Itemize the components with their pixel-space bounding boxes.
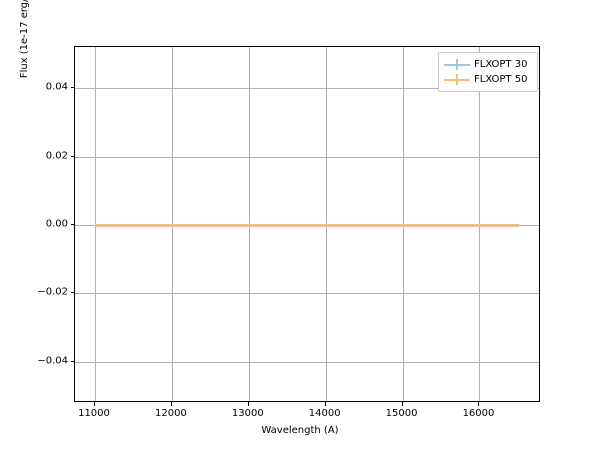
x-tick-label: 13000: [231, 408, 264, 419]
legend-item-flxopt-50[interactable]: FLXOPT 50: [444, 72, 532, 87]
y-axis-label: Flux (1e-17 erg/s/cm^2/A): [19, 0, 30, 79]
x-tick-mark: [247, 402, 249, 406]
y-tick-label: 0.04: [45, 81, 68, 93]
legend-label: FLXOPT 50: [474, 74, 528, 85]
legend-errorbar-marker-icon: [444, 73, 470, 86]
y-tick-label: 0.02: [45, 150, 68, 162]
x-tick-mark: [478, 402, 480, 406]
data-series-line: [94, 223, 519, 227]
grid-line-horizontal: [75, 88, 539, 90]
y-axis-label-wrap: Flux (1e-17 erg/s/cm^2/A): [0, 0, 30, 450]
x-tick-mark: [93, 402, 95, 406]
y-tick-label: 0.00: [45, 218, 68, 230]
y-tick-mark: [70, 87, 74, 89]
x-tick-mark: [170, 402, 172, 406]
grid-line-horizontal: [75, 293, 539, 295]
grid-line-horizontal: [75, 361, 539, 363]
x-tick-label: 16000: [462, 408, 495, 419]
x-tick-mark: [324, 402, 326, 406]
legend-label: FLXOPT 30: [474, 59, 528, 70]
legend[interactable]: FLXOPT 30 FLXOPT 50: [438, 52, 538, 92]
y-tick-mark: [70, 224, 74, 225]
legend-item-flxopt-30[interactable]: FLXOPT 30: [444, 57, 532, 72]
x-tick-label: 12000: [154, 408, 187, 419]
y-tick-mark: [70, 292, 74, 294]
y-tick-label: −0.04: [37, 355, 68, 367]
x-tick-label: 11000: [78, 408, 110, 419]
x-tick-label: 15000: [385, 408, 418, 419]
y-tick-label: −0.02: [37, 286, 68, 298]
data-layer: [75, 47, 539, 401]
x-tick-mark: [401, 402, 403, 406]
x-tick-label: 14000: [308, 408, 341, 419]
y-tick-mark: [70, 360, 74, 362]
y-tick-mark: [70, 155, 74, 157]
x-axis-label: Wavelength (A): [261, 425, 339, 436]
grid-line-horizontal: [75, 156, 539, 158]
legend-errorbar-marker-icon: [444, 58, 470, 71]
plot-area: [74, 46, 540, 402]
